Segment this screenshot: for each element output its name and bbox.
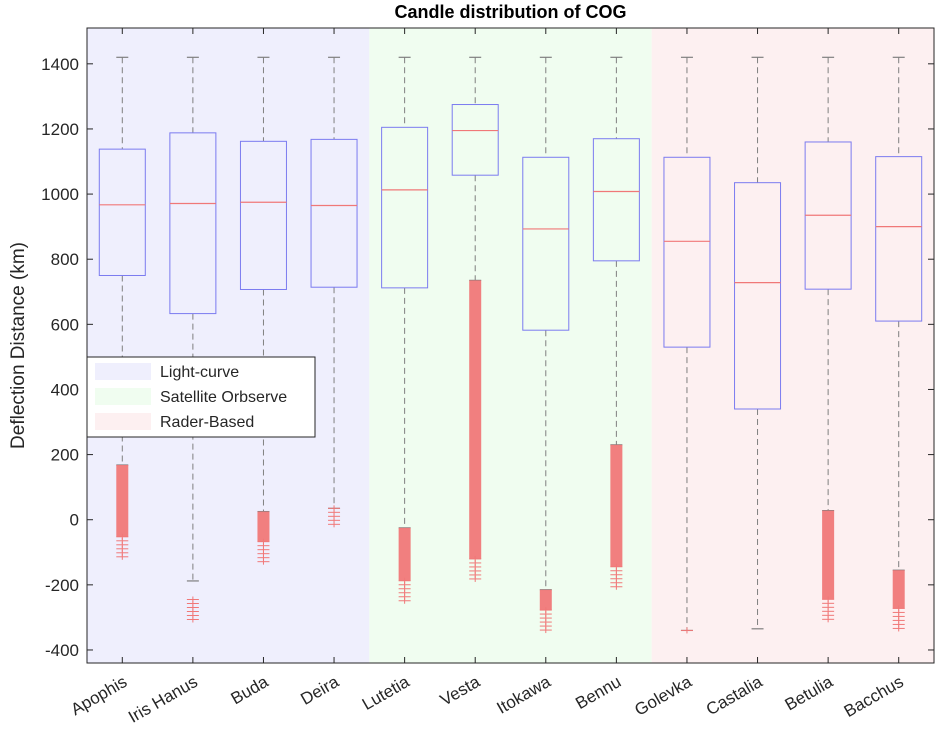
axes-frame bbox=[86, 27, 935, 664]
group-band-1 bbox=[87, 28, 370, 663]
x-tick-label: Apophis bbox=[68, 672, 131, 719]
x-tick-label: Iris Hanus bbox=[125, 672, 201, 727]
x-tick-label: Itokawa bbox=[494, 672, 555, 718]
legend-swatch bbox=[95, 413, 151, 430]
legend-swatch bbox=[95, 363, 151, 380]
y-axis-label: Deflection Distance (km) bbox=[8, 242, 29, 449]
x-tick-label: Buda bbox=[228, 672, 272, 709]
y-axis: -400 -200 0 200 400 600 800 1000 1200 1400 bbox=[41, 55, 934, 660]
box-betulia bbox=[804, 56, 852, 623]
y-tick-label: 1200 bbox=[41, 120, 79, 139]
outlier-markers bbox=[610, 444, 623, 590]
box-plots bbox=[98, 56, 923, 634]
legend-label: Satellite Orbserve bbox=[160, 389, 287, 406]
iqr-box bbox=[310, 138, 358, 288]
outlier-band bbox=[116, 465, 129, 537]
box-itokawa bbox=[522, 56, 570, 634]
x-tick-label: Bacchus bbox=[841, 672, 907, 721]
outlier-markers bbox=[539, 589, 552, 634]
y-tick-label: 1400 bbox=[41, 55, 79, 74]
legend-label: Light-curve bbox=[160, 364, 239, 381]
x-tick-label: Golevka bbox=[631, 672, 695, 720]
iqr-box bbox=[663, 156, 711, 348]
outlier-markers bbox=[257, 511, 270, 565]
x-tick-label: Vesta bbox=[437, 672, 484, 710]
outlier-band bbox=[610, 444, 623, 567]
iqr-box bbox=[522, 156, 570, 331]
outlier-markers bbox=[680, 627, 693, 634]
legend-label: Rader-Based bbox=[160, 414, 254, 431]
outlier-band bbox=[469, 280, 482, 559]
outlier-markers bbox=[398, 527, 411, 604]
y-tick-label: 0 bbox=[70, 511, 79, 530]
chart-title: Candle distribution of COG bbox=[395, 2, 627, 22]
box-golevka bbox=[663, 56, 711, 634]
y-tick-label: -400 bbox=[45, 641, 79, 660]
x-tick-label: Lutetia bbox=[359, 672, 413, 714]
iqr-box bbox=[451, 104, 499, 176]
outlier-markers bbox=[328, 505, 341, 528]
group-background-bands bbox=[87, 28, 934, 663]
outlier-markers bbox=[469, 280, 482, 582]
y-tick-label: 600 bbox=[51, 315, 79, 334]
legend-swatch bbox=[95, 388, 151, 405]
iqr-box bbox=[239, 140, 287, 290]
x-tick-label: Bennu bbox=[572, 672, 624, 713]
legend: Light-curve Satellite Orbserve Rader-Based bbox=[86, 356, 316, 438]
x-tick-label: Castalia bbox=[703, 672, 766, 719]
outlier-band bbox=[822, 510, 835, 600]
box-vesta bbox=[451, 56, 499, 582]
iqr-box bbox=[169, 132, 217, 315]
box-bacchus bbox=[875, 56, 923, 632]
y-tick-label: 200 bbox=[51, 446, 79, 465]
iqr-box bbox=[98, 148, 146, 276]
group-band-3 bbox=[651, 28, 934, 663]
outlier-markers bbox=[822, 510, 835, 623]
y-tick-label: 1000 bbox=[41, 185, 79, 204]
iqr-box bbox=[734, 182, 782, 410]
y-tick-label: 800 bbox=[51, 250, 79, 269]
group-band-2 bbox=[369, 28, 652, 663]
outlier-markers bbox=[892, 570, 905, 632]
y-tick-label: -200 bbox=[45, 576, 79, 595]
box-castalia bbox=[734, 56, 782, 630]
outlier-band bbox=[398, 527, 411, 581]
box-lutetia bbox=[381, 56, 429, 604]
iqr-box bbox=[592, 138, 640, 262]
box-deira bbox=[310, 56, 358, 528]
x-tick-label: Deira bbox=[297, 672, 342, 709]
x-tick-label: Betulia bbox=[782, 672, 837, 715]
outlier-markers bbox=[116, 465, 129, 560]
y-tick-label: 400 bbox=[51, 380, 79, 399]
outlier-band bbox=[257, 511, 270, 542]
outlier-markers bbox=[186, 596, 199, 623]
outlier-band bbox=[539, 589, 552, 611]
box-bennu bbox=[592, 56, 640, 590]
outlier-band bbox=[892, 570, 905, 609]
iqr-box bbox=[381, 126, 429, 289]
iqr-box bbox=[875, 156, 923, 322]
